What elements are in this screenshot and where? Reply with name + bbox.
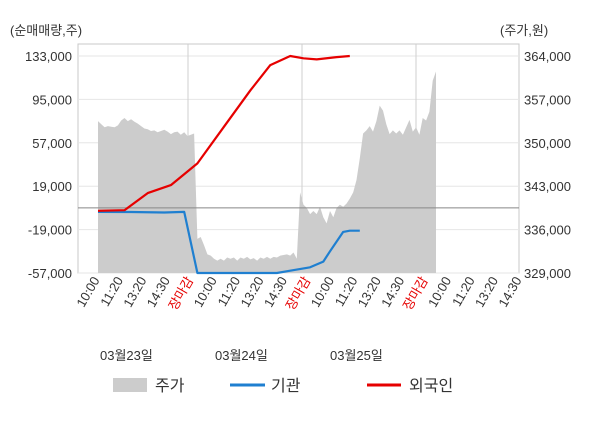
x-tick-label: 13:20 [120,274,149,310]
x-tick-label: 10:00 [308,274,337,310]
x-axis-ticks: 10:0011:2013:2014:30장마감10:0011:2013:2014… [73,274,524,313]
x-tick-label-close: 장마감 [283,274,314,313]
x-tick-label: 10:00 [425,274,454,310]
date-label-1: 03월23일 [100,348,153,363]
left-tick-label: -19,000 [28,223,72,238]
left-tick-label: 57,000 [32,136,72,151]
x-tick-label: 14:30 [495,274,524,310]
left-tick-label: 19,000 [32,179,72,194]
right-tick-label: 357,000 [524,92,571,107]
right-axis-unit: (주가,원) [500,23,548,38]
price-area-path [98,71,436,273]
right-tick-label: 364,000 [524,49,571,64]
x-tick-label: 10:00 [191,274,220,310]
series-lines [97,54,360,275]
left-axis-ticks: 133,000 95,000 57,000 19,000 -19,000 -57,000 [25,49,72,281]
x-tick-label: 13:20 [355,274,384,310]
right-axis-ticks: 364,000 357,000 350,000 343,000 336,000 329,0… [524,49,571,281]
left-tick-label: 133,000 [25,49,72,64]
legend-label-price: 주가 [155,377,185,395]
price-area [98,71,436,273]
x-tick-label-close: 장마감 [400,274,431,313]
x-tick-label: 13:20 [237,274,266,310]
x-tick-label-close: 장마감 [165,274,196,313]
right-tick-label: 350,000 [524,136,571,151]
institution-line [97,210,360,275]
foreign-line [97,54,350,212]
right-tick-label: 343,000 [524,179,571,194]
x-tick-label: 13:20 [472,274,501,310]
right-tick-label: 329,000 [524,266,571,281]
date-label-3: 03월25일 [330,348,383,363]
x-tick-label: 10:00 [73,274,102,310]
legend-swatch-price [113,378,147,392]
left-axis-unit: (순매매량,주) [10,23,82,38]
legend: 주가 기관 외국인 [113,377,453,395]
right-tick-label: 336,000 [524,223,571,238]
legend-label-foreign: 외국인 [409,377,453,395]
date-label-2: 03월24일 [215,348,268,363]
left-tick-label: 95,000 [32,92,72,107]
left-tick-label: -57,000 [28,266,72,281]
legend-label-institution: 기관 [271,377,301,395]
